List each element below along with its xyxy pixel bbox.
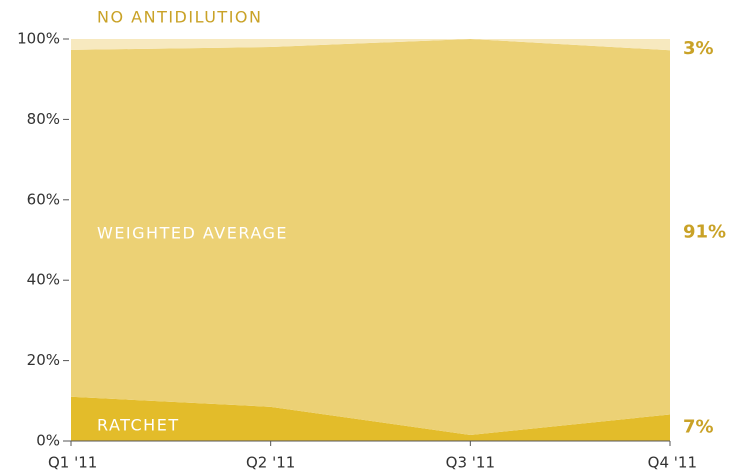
series-label: NO ANTIDILUTION (97, 8, 262, 27)
x-tick-label: Q1 '11 (48, 454, 97, 472)
y-tick-label: 0% (36, 432, 60, 450)
y-tick-label: 100% (17, 30, 60, 48)
end-label: 91% (683, 221, 726, 242)
x-tick-label: Q3 '11 (446, 454, 495, 472)
x-tick-label: Q4 '11 (648, 454, 697, 472)
y-tick-label: 80% (27, 110, 60, 128)
area (71, 396, 670, 441)
y-tick-label: 40% (27, 271, 60, 289)
end-label: 7% (683, 417, 714, 438)
y-tick-label: 60% (27, 190, 60, 208)
y-tick-label: 20% (27, 351, 60, 369)
series-label: RATCHET (97, 416, 180, 435)
series-label: WEIGHTED AVERAGE (97, 224, 288, 243)
end-label: 3% (683, 38, 714, 59)
x-tick-label: Q2 '11 (246, 454, 295, 472)
area (71, 39, 670, 435)
area (71, 39, 670, 51)
